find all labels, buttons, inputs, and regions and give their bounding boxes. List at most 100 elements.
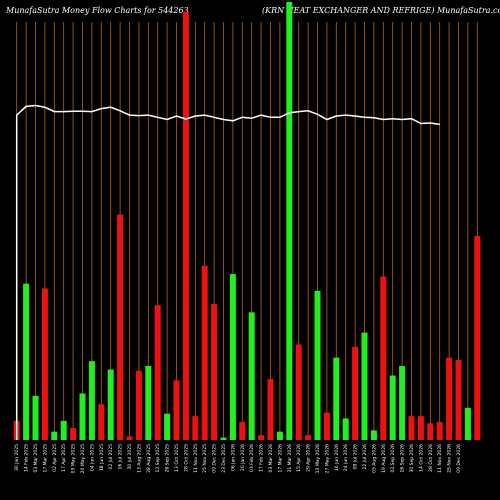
flow-bar (248, 312, 255, 440)
x-tick-label: 04 Jun 2025 (89, 444, 95, 471)
x-tick-label: 19 Aug 2026 (381, 444, 387, 473)
flow-bar (23, 283, 30, 440)
flow-bar (135, 370, 142, 440)
flow-bars (13, 1, 481, 441)
chart-subtitle: (KRN HEAT EXCHANGER AND REFRIGE) MunafaS… (262, 6, 500, 15)
x-tick-label: 05 May 2025 (71, 444, 77, 473)
x-tick-label: 11 Nov 2026 (437, 444, 443, 473)
flow-bar (323, 412, 330, 440)
flow-bar (192, 416, 199, 440)
x-tick-label: 25 Nov 2026 (447, 444, 453, 473)
x-tick-label: 16 Jul 2025 (118, 444, 124, 470)
flow-bar (305, 435, 312, 440)
x-tick-label: 25 Nov 2025 (202, 444, 208, 473)
flow-bar (126, 436, 133, 440)
flow-bar (427, 423, 434, 440)
x-tick-label: 18 Jun 2025 (99, 444, 105, 471)
x-tick-label: 13 May 2026 (315, 444, 321, 473)
x-tick-label: 14 Oct 2026 (418, 444, 424, 472)
flow-bar (211, 303, 218, 440)
flow-bar (41, 288, 48, 440)
flow-bar (173, 380, 180, 440)
flow-bar (286, 1, 293, 440)
x-tick-label: 09 Dec 2026 (456, 444, 462, 473)
flow-bar (98, 404, 105, 440)
flow-bar (314, 290, 321, 440)
x-tick-label: 11 Nov 2025 (193, 444, 199, 473)
flow-bar (51, 431, 58, 440)
x-tick-label: 17 Apr 2025 (61, 444, 67, 472)
x-tick-label: 12 Sep 2025 (155, 444, 161, 473)
x-tick-label: 30 Jan 2025 (14, 444, 20, 471)
flow-bar (267, 379, 274, 440)
x-tick-label: 13 Oct 2025 (174, 444, 180, 472)
x-tick-label: 20 May 2025 (80, 444, 86, 473)
flow-bar (446, 357, 453, 440)
x-tick-label: 16 Sep 2026 (400, 444, 406, 473)
flow-bar (60, 420, 67, 440)
flow-bar (333, 357, 340, 440)
flow-bar (464, 407, 471, 440)
flow-bar (399, 366, 406, 440)
x-tick-label: 03 Mar 2026 (268, 444, 274, 473)
x-tick-label: 29 Apr 2026 (306, 444, 312, 472)
x-tick-label: 06 Jan 2026 (230, 444, 236, 471)
x-tick-label: 30 Jul 2025 (127, 444, 133, 470)
flow-bar (32, 395, 39, 440)
flow-bar (220, 437, 227, 440)
x-tick-label: 22 Jul 2026 (362, 444, 368, 470)
flow-bar (164, 413, 171, 440)
flow-bar (88, 361, 95, 440)
x-tick-label: 09 Dec 2025 (212, 444, 218, 473)
x-tick-label: 03 Mar 2025 (33, 444, 39, 473)
flow-bar (182, 11, 189, 441)
flow-bar (258, 435, 265, 440)
x-tick-label: 17 Mar 2025 (42, 444, 48, 473)
x-tick-label: 02 Jul 2025 (108, 444, 114, 470)
flow-bar (79, 393, 86, 440)
flow-bar (352, 346, 359, 440)
x-tick-label: 17 Mar 2026 (277, 444, 283, 473)
flow-bar (276, 431, 283, 440)
flow-bar (436, 422, 443, 440)
flow-bar (154, 305, 161, 440)
flow-bar (145, 366, 152, 440)
x-tick-label: 28 Oct 2026 (428, 444, 434, 472)
flow-bar (107, 369, 114, 440)
x-tick-label: 02 Apr 2025 (52, 444, 58, 472)
x-tick-label: 24 Jun 2026 (343, 444, 349, 471)
flow-bar (474, 235, 481, 440)
flow-bar (370, 430, 377, 440)
x-tick-label: 27 May 2026 (324, 444, 330, 473)
x-tick-label: 05 Aug 2026 (371, 444, 377, 473)
x-tick-label: 28 Aug 2025 (146, 444, 152, 473)
x-tick-label: 13 Aug 2025 (136, 444, 142, 473)
x-tick-label: 03 Feb 2026 (249, 444, 255, 472)
x-tick-label: 02 Sep 2026 (390, 444, 396, 473)
price-polyline (15, 104, 440, 440)
flow-bar (455, 360, 462, 440)
flow-bar (408, 416, 415, 440)
x-tick-label: 28 Oct 2025 (183, 444, 189, 472)
flow-bar (201, 265, 208, 440)
flow-bar (417, 416, 424, 440)
flow-bar (361, 332, 368, 440)
date-labels: 30 Jan 2025 14 Feb 2025 03 Mar 2025 17 Mar … (14, 444, 462, 473)
flow-bar (342, 418, 349, 440)
flow-bar (295, 344, 302, 440)
x-tick-label: 08 Jul 2026 (353, 444, 359, 470)
x-tick-label: 26 Sep 2025 (165, 444, 171, 473)
grid-lines (16, 22, 478, 440)
flow-bar (70, 428, 77, 440)
flow-bar (117, 214, 124, 440)
price-line (15, 104, 440, 440)
flow-bar (380, 276, 387, 440)
x-tick-label: 10 Jun 2026 (334, 444, 340, 471)
x-tick-label: 30 Sep 2026 (409, 444, 415, 473)
chart-title: MunafaSutra Money Flow Charts for 544263 (6, 6, 189, 15)
x-tick-label: 17 Feb 2026 (259, 444, 265, 472)
x-tick-label: 14 Feb 2025 (24, 444, 30, 472)
flow-bar (389, 375, 396, 440)
x-tick-label: 31 Mar 2026 (287, 444, 293, 473)
